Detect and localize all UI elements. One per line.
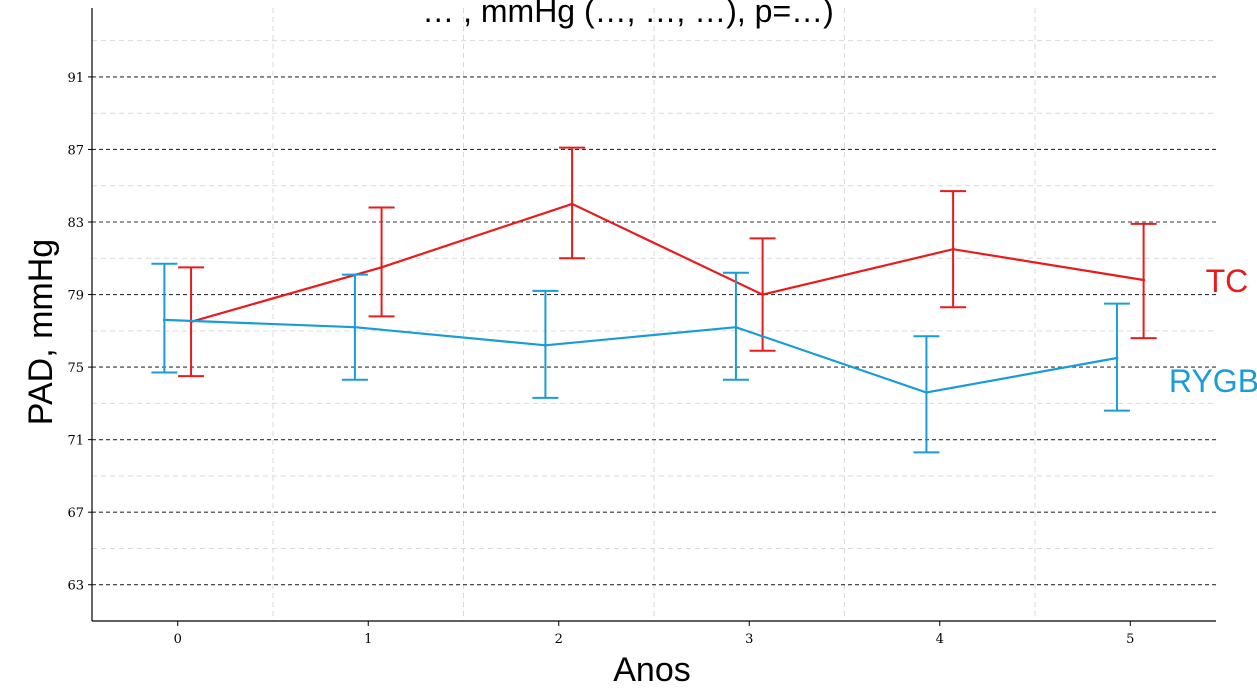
error-bar-tc: [559, 146, 586, 260]
series-label-tc: TC: [1206, 263, 1249, 299]
y-tick-label: 83: [67, 216, 84, 231]
y-tick-label: 71: [67, 434, 84, 449]
y-tick-label: 75: [67, 361, 84, 376]
labels-layer: 63 67 71 75 79 83 87 91 0 1 2 3 4 5 TC RYGB: [67, 71, 1257, 647]
series-layer: [151, 146, 1157, 454]
series-label-rygb: RYGB: [1169, 363, 1257, 399]
data-point-tc: [761, 293, 765, 297]
y-axis-title: PAD, mmHg: [22, 239, 60, 425]
error-bar-rygb: [151, 262, 178, 374]
data-point-rygb: [924, 390, 928, 394]
x-tick-label: 4: [936, 632, 944, 647]
x-tick-label: 0: [174, 632, 182, 647]
data-point-tc: [380, 265, 384, 269]
data-point-rygb: [543, 343, 547, 347]
chart-title: … , mmHg (…, …, …), p=…): [422, 0, 834, 29]
x-axis-title: Anos: [613, 651, 691, 689]
series-line-tc: [190, 202, 1144, 323]
error-bar-rygb: [532, 289, 559, 399]
axes: [88, 8, 1216, 626]
y-tick-label: 63: [67, 579, 84, 594]
data-point-rygb: [1115, 356, 1119, 360]
data-point-rygb: [162, 318, 166, 322]
data-point-tc: [951, 247, 955, 251]
error-bar-rygb: [722, 271, 749, 381]
y-tick-label: 67: [67, 506, 84, 521]
data-point-tc: [1142, 278, 1146, 282]
grid: [92, 8, 1216, 622]
error-bar-rygb: [913, 335, 940, 454]
data-point-rygb: [734, 325, 738, 329]
error-bar-tc: [940, 190, 967, 309]
data-point-tc: [570, 202, 574, 206]
error-bar-tc: [1130, 222, 1157, 340]
series-line-rygb: [164, 318, 1118, 394]
x-tick-label: 1: [364, 632, 372, 647]
y-tick-label: 87: [67, 143, 84, 158]
error-bar-rygb: [1103, 302, 1130, 412]
error-bar-tc: [368, 206, 395, 318]
data-point-rygb: [353, 325, 357, 329]
y-tick-label: 91: [67, 71, 84, 86]
x-tick-label: 2: [555, 632, 563, 647]
y-tick-label: 79: [67, 289, 84, 304]
x-tick-label: 3: [745, 632, 753, 647]
error-bar-tc: [749, 237, 776, 352]
x-tick-label: 5: [1126, 632, 1134, 647]
error-bar-rygb: [341, 273, 368, 381]
